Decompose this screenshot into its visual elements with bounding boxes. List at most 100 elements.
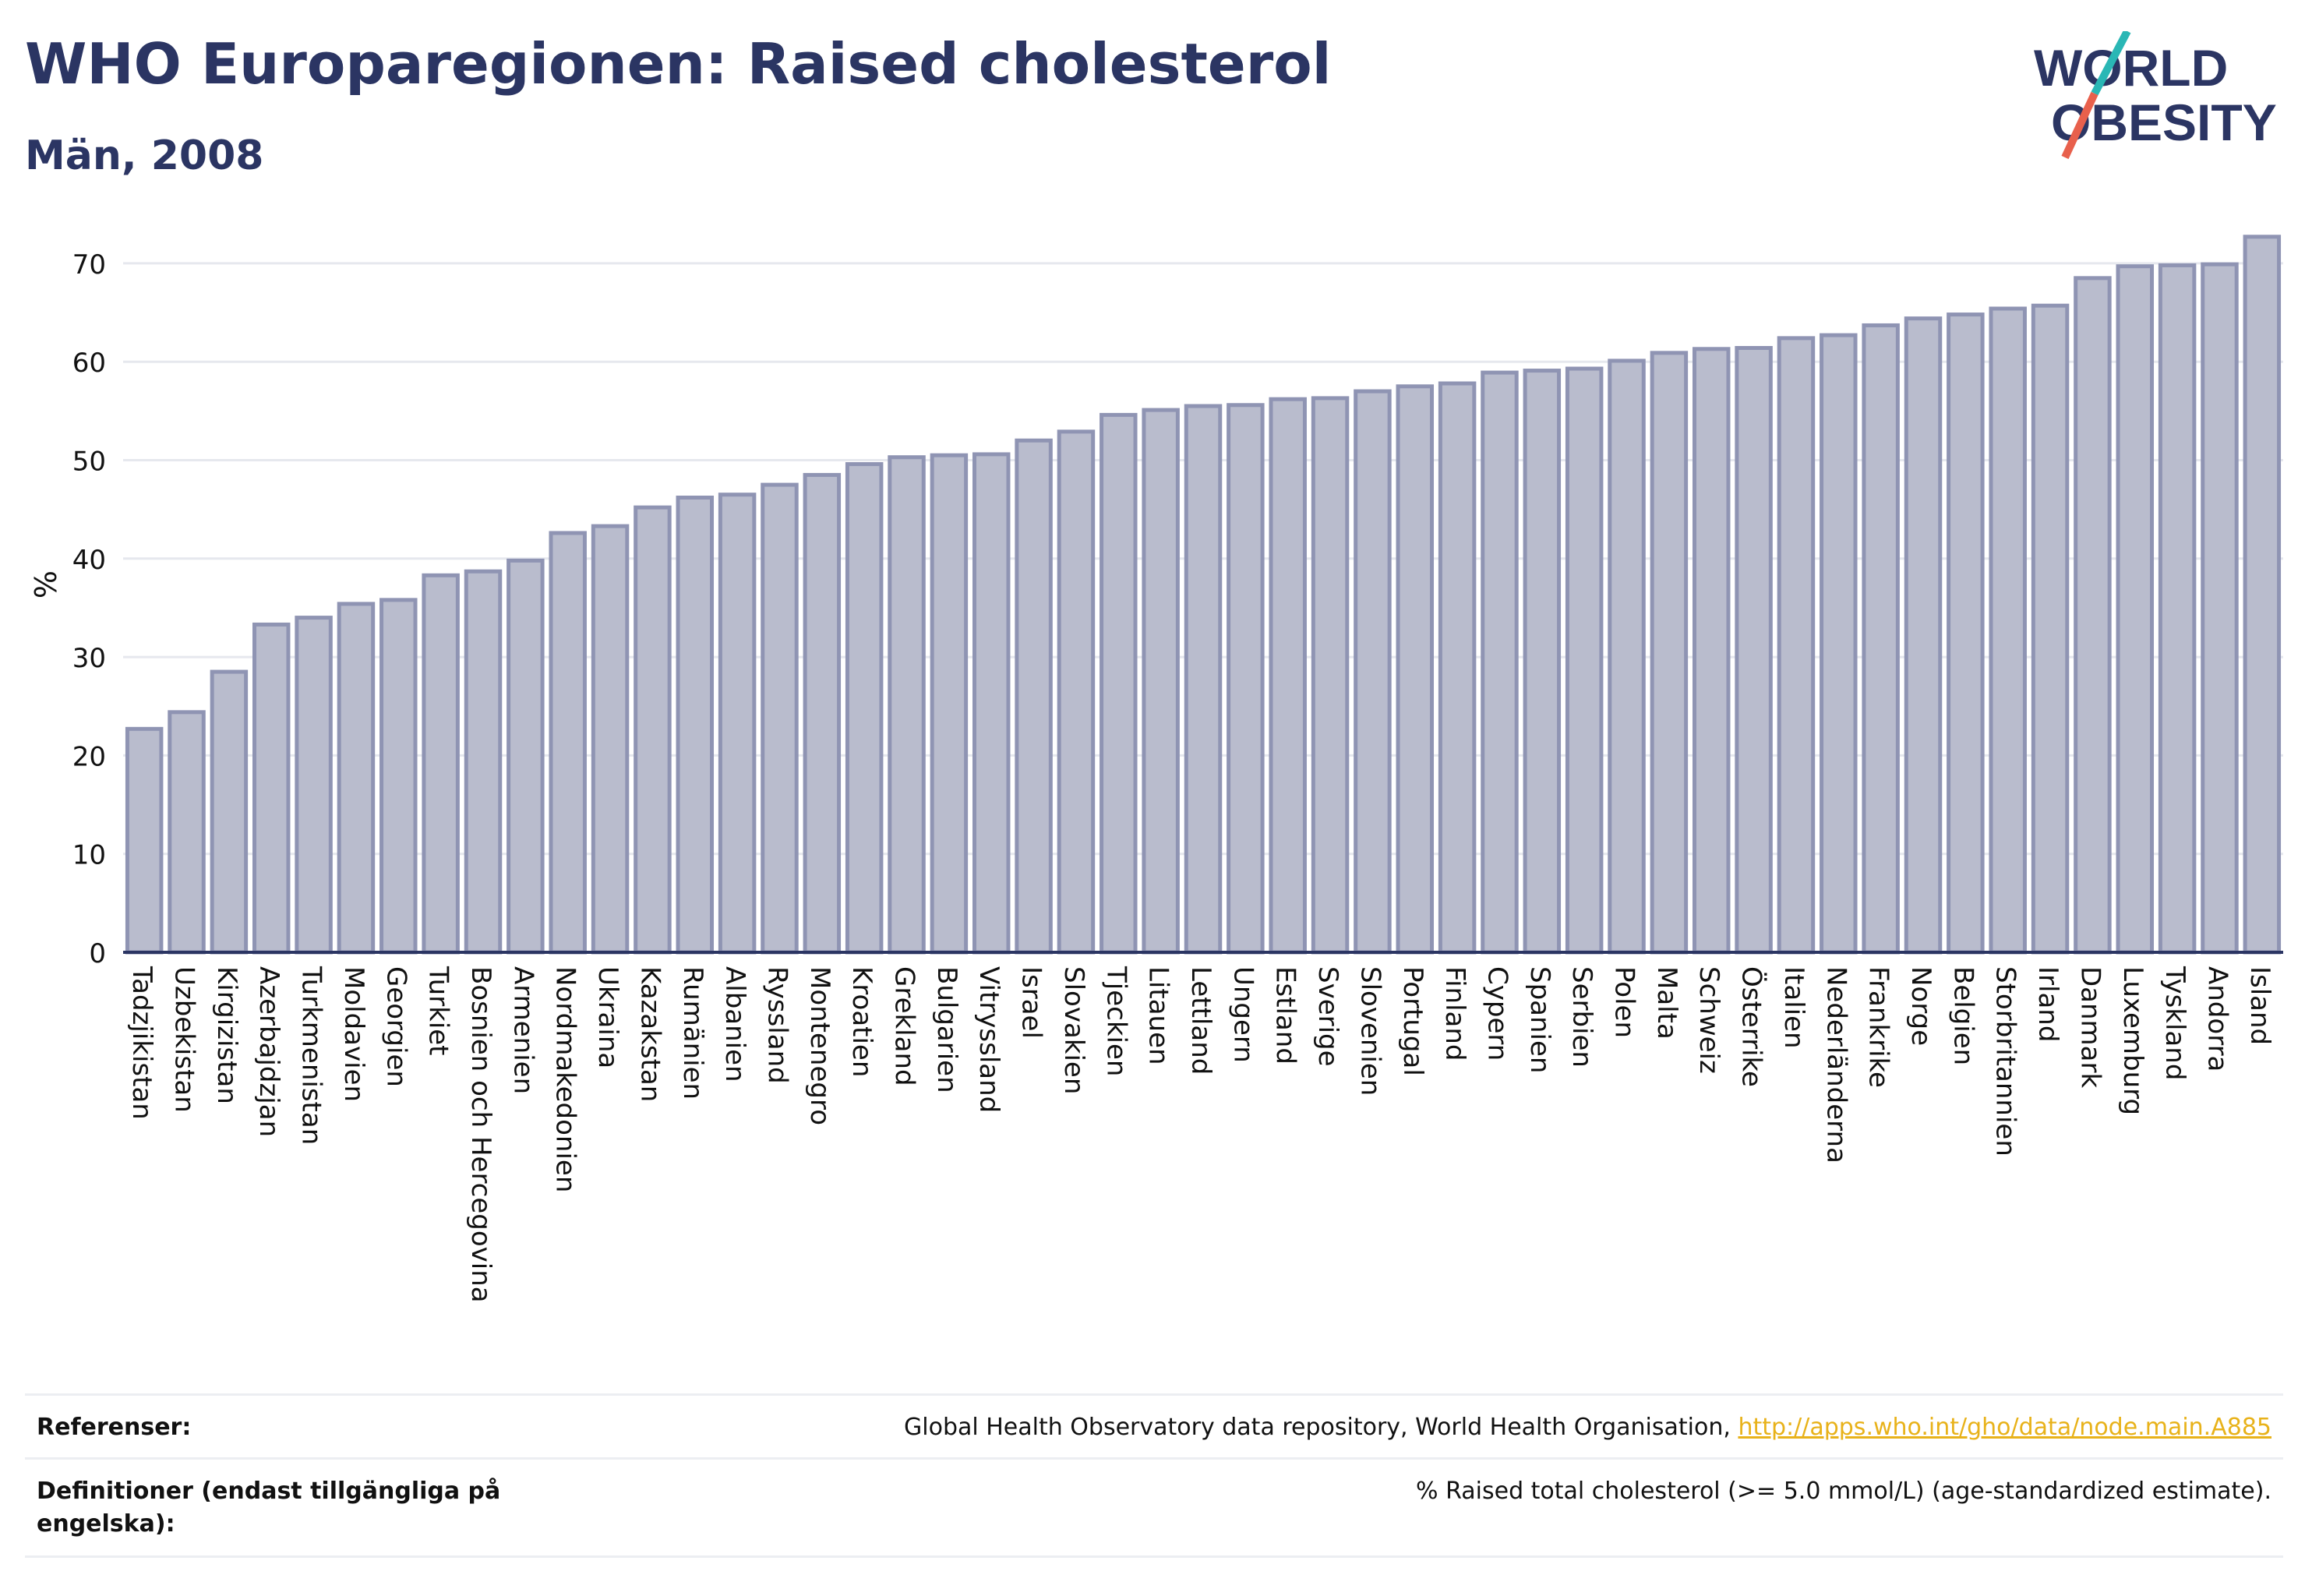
y-tick-label: 20	[72, 741, 106, 772]
logo-slash-teal	[2091, 31, 2131, 96]
bar	[1904, 316, 1943, 955]
x-tick-label: Moldavien	[338, 966, 369, 1102]
x-tick-label: Estland	[1270, 966, 1301, 1065]
bar	[2116, 264, 2155, 955]
references-row: Referenser: Global Health Observatory da…	[25, 1393, 2283, 1460]
x-tick-label: Turkmenistan	[296, 966, 327, 1145]
bar	[252, 622, 291, 955]
x-tick-label: Belgien	[1947, 966, 1978, 1065]
x-tick-label: Schweiz	[1693, 966, 1724, 1074]
x-tick-label: Tjeckien	[1100, 966, 1131, 1076]
x-tick-label: Frankrike	[1863, 966, 1894, 1088]
chart-subtitle: Män, 2008	[25, 132, 264, 179]
bar	[1015, 438, 1053, 955]
bar	[2201, 262, 2239, 955]
bar	[676, 495, 715, 955]
x-tick-label: Island	[2244, 966, 2275, 1045]
bar	[1777, 336, 1816, 955]
x-tick-label: Turkiet	[423, 966, 454, 1056]
bar	[1735, 346, 1773, 955]
definitions-value: % Raised total cholesterol (>= 5.0 mmol/…	[1416, 1478, 2271, 1505]
x-tick-label: Sverige	[1312, 966, 1343, 1067]
bar	[1820, 333, 1858, 955]
bar	[972, 452, 1011, 955]
references-value: Global Health Observatory data repositor…	[904, 1411, 2271, 1444]
x-tick-label: Albanien	[719, 966, 750, 1082]
x-tick-label: Ungern	[1227, 966, 1258, 1063]
bar	[1227, 403, 1265, 955]
bar	[1184, 404, 1223, 955]
x-tick-label: Slovakien	[1058, 966, 1089, 1094]
y-tick-label: 40	[72, 545, 106, 576]
x-tick-label: Spanien	[1524, 966, 1555, 1073]
bar	[1354, 389, 1392, 955]
x-tick-label: Österrike	[1736, 966, 1768, 1087]
bar	[634, 505, 672, 955]
bar	[1862, 323, 1900, 955]
bar	[1396, 384, 1435, 955]
bar	[1057, 429, 1096, 955]
x-tick-label: Finland	[1439, 966, 1470, 1061]
y-tick-label: 70	[72, 249, 106, 281]
bar	[379, 598, 418, 955]
bar	[507, 558, 545, 955]
bar	[1311, 396, 1350, 955]
definitions-label: Definitioner (endast tillgängliga på eng…	[37, 1478, 501, 1538]
bar-chart: 0 10 20 30 40 50 60 70 Tadzjikistan Uzbekistan Ki…	[29, 235, 2283, 1303]
bar	[1650, 351, 1689, 955]
logo-line1: WORLD	[2034, 39, 2228, 97]
x-tick-label: Israel	[1016, 966, 1047, 1039]
x-tick-label: Ryssland	[761, 966, 792, 1084]
x-tick-label: Azerbajdzjan	[253, 966, 284, 1137]
references-link[interactable]: http://apps.who.int/gho/data/node.main.A…	[1738, 1414, 2271, 1441]
bar	[1523, 369, 1562, 955]
bar	[1438, 381, 1477, 955]
y-tick-labels: 0 10 20 30 40 50 60 70	[72, 249, 106, 969]
x-tick-label: Bulgarien	[931, 966, 962, 1093]
bar	[422, 573, 460, 955]
y-tick-label: 0	[89, 938, 106, 969]
x-tick-label: Kazakstan	[634, 966, 665, 1102]
bar	[591, 524, 630, 955]
bar	[337, 602, 376, 955]
x-tick-labels: Tadzjikistan Uzbekistan Kirgizistan Azerbaj…	[126, 966, 2275, 1303]
x-tick-label: Bosnien och Hercegovina	[465, 966, 496, 1303]
bar	[1269, 397, 1307, 955]
bar	[718, 493, 757, 955]
bar	[2243, 235, 2282, 955]
x-tick-label: Danmark	[2074, 966, 2106, 1088]
bar	[803, 472, 842, 955]
bar	[210, 669, 249, 955]
x-tick-label: Rumänien	[677, 966, 708, 1100]
x-tick-label: Armenien	[507, 966, 538, 1094]
bar	[549, 531, 587, 955]
x-tick-label: Serbien	[1566, 966, 1597, 1068]
x-tick-label: Uzbekistan	[169, 966, 200, 1113]
x-tick-label: Kirgizistan	[211, 966, 242, 1104]
footer: Referenser: Global Health Observatory da…	[25, 1393, 2283, 1565]
bar	[1947, 312, 1985, 955]
y-tick-label: 50	[72, 446, 106, 477]
x-tick-label: Andorra	[2201, 966, 2233, 1072]
bar	[1692, 347, 1731, 955]
footer-bottom-divider	[25, 1555, 2283, 1558]
bar	[168, 710, 206, 955]
y-axis-label: %	[29, 570, 63, 598]
bar	[888, 455, 926, 955]
world-obesity-logo: WORLD OBESITY	[2034, 31, 2277, 160]
x-tick-label: Polen	[1609, 966, 1640, 1038]
bar	[1142, 408, 1180, 955]
x-tick-label: Nordmakedonien	[550, 966, 581, 1192]
x-tick-label: Malta	[1651, 966, 1682, 1040]
bar	[1100, 412, 1138, 955]
x-tick-label: Luxemburg	[2117, 966, 2148, 1115]
x-tick-label: Italien	[1778, 966, 1809, 1049]
bar	[1565, 366, 1604, 955]
bar	[845, 462, 884, 955]
bar	[295, 616, 333, 955]
y-tick-label: 60	[72, 348, 106, 379]
x-tick-label: Storbritannien	[1990, 966, 2021, 1156]
bar	[1989, 306, 2027, 955]
x-tick-label: Irland	[2032, 966, 2063, 1042]
x-tick-label: Tadzjikistan	[126, 966, 157, 1120]
